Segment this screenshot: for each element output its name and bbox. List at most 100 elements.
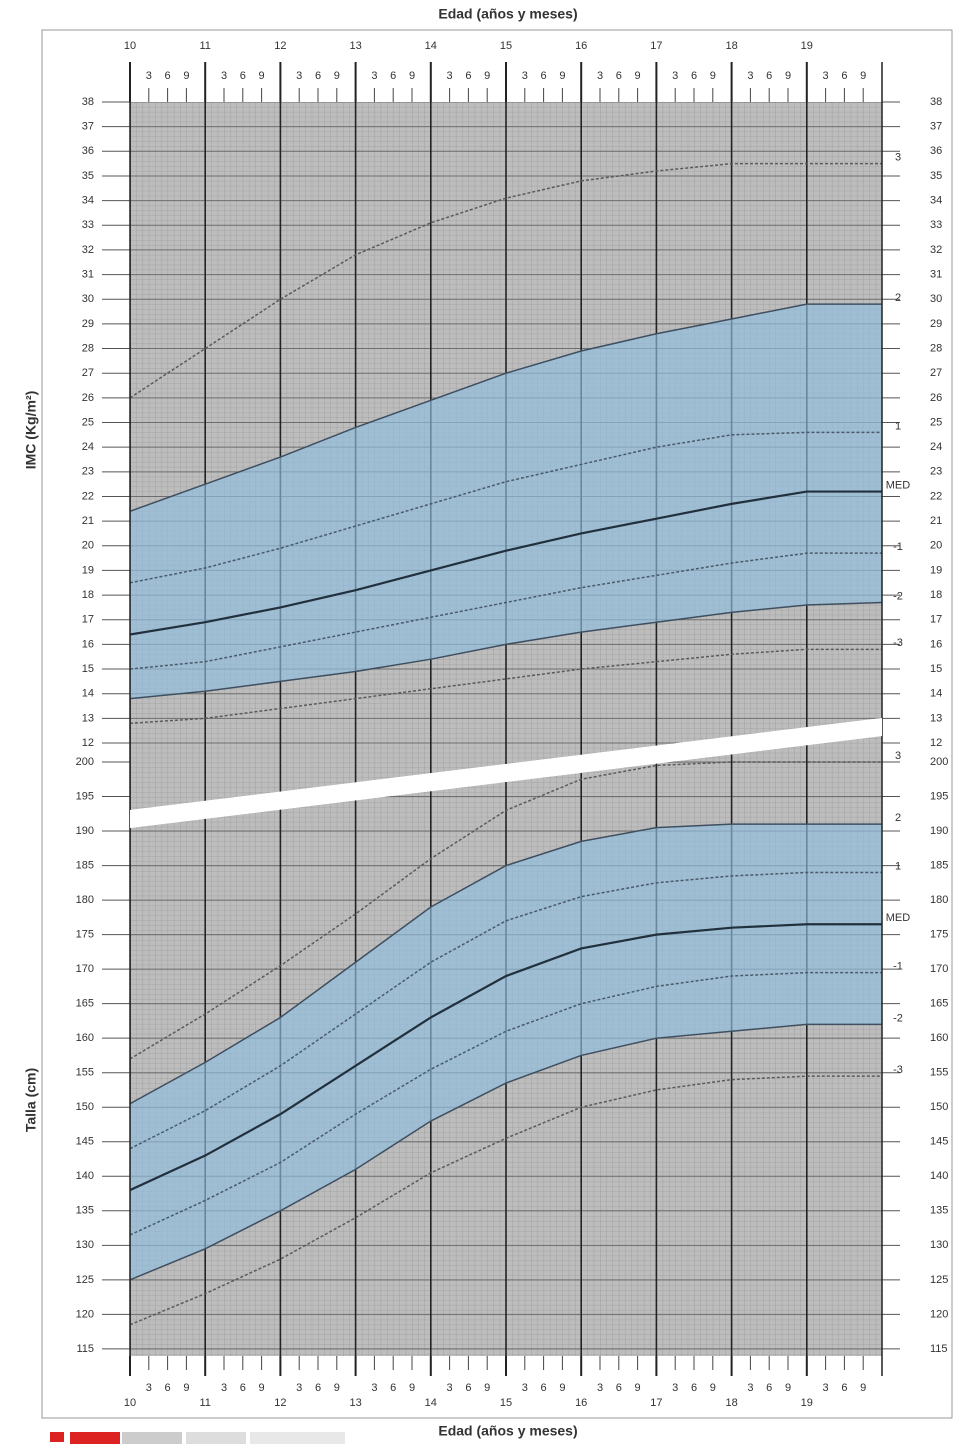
y-tick-label: 195 bbox=[930, 790, 948, 802]
y-tick-label: 33 bbox=[82, 219, 94, 231]
x-tick-label: 9 bbox=[635, 1382, 641, 1394]
y-tick-label: 17 bbox=[930, 614, 942, 626]
y-tick-label: 35 bbox=[82, 170, 94, 182]
x-tick-label: 6 bbox=[841, 1382, 847, 1394]
y-tick-label: 200 bbox=[76, 756, 94, 768]
y-tick-label: 175 bbox=[930, 929, 948, 941]
x-tick-label: 6 bbox=[616, 70, 622, 82]
curve-label: 2 bbox=[895, 292, 901, 304]
series-line bbox=[130, 552, 882, 670]
x-tick-label: 6 bbox=[691, 1382, 697, 1394]
y-tick-label: 32 bbox=[82, 244, 94, 256]
y-tick-label: 16 bbox=[82, 638, 94, 650]
curve-label: 2 bbox=[895, 812, 901, 824]
x-tick-label: 6 bbox=[240, 70, 246, 82]
series-line bbox=[130, 162, 882, 399]
x-tick-label: 9 bbox=[334, 1382, 340, 1394]
y-tick-label: 23 bbox=[930, 466, 942, 478]
y-tick-label: 155 bbox=[930, 1067, 948, 1079]
x-tick-label: 9 bbox=[484, 1382, 490, 1394]
x-axis-title: Edad (años y meses) bbox=[438, 6, 577, 22]
y-tick-label: 14 bbox=[82, 688, 94, 700]
x-tick-label: 3 bbox=[371, 1382, 377, 1394]
y-tick-label: 135 bbox=[930, 1205, 948, 1217]
series-line bbox=[130, 601, 882, 700]
curve-label: -2 bbox=[893, 1012, 903, 1024]
y-tick-label: 20 bbox=[82, 540, 94, 552]
y-tick-label: 165 bbox=[76, 998, 94, 1010]
x-tick-label: 6 bbox=[165, 1382, 171, 1394]
y-tick-label: 190 bbox=[76, 825, 94, 837]
y-tick-label: 200 bbox=[930, 756, 948, 768]
y-tick-label: 145 bbox=[76, 1136, 94, 1148]
y-tick-label: 22 bbox=[82, 490, 94, 502]
x-tick-label: 3 bbox=[522, 1382, 528, 1394]
panel-gap bbox=[130, 718, 882, 828]
y-tick-label: 35 bbox=[930, 170, 942, 182]
x-tick-label: 3 bbox=[747, 70, 753, 82]
x-tick-label: 6 bbox=[315, 70, 321, 82]
series-line bbox=[130, 431, 882, 584]
footer-logo bbox=[50, 1432, 345, 1444]
y-tick-label: 135 bbox=[76, 1205, 94, 1217]
x-tick-label: 3 bbox=[296, 1382, 302, 1394]
y-tick-label: 120 bbox=[76, 1308, 94, 1320]
y-tick-label: 30 bbox=[930, 293, 942, 305]
series-line bbox=[130, 303, 882, 512]
x-tick-label: 10 bbox=[124, 40, 136, 52]
x-tick-label: 9 bbox=[183, 70, 189, 82]
series-line bbox=[130, 761, 882, 1060]
x-tick-label: 9 bbox=[710, 70, 716, 82]
y-tick-label: 33 bbox=[930, 219, 942, 231]
y-tick-label: 29 bbox=[82, 318, 94, 330]
y-tick-label: 24 bbox=[82, 441, 94, 453]
curve-label: -3 bbox=[893, 1064, 903, 1076]
x-tick-label: 16 bbox=[575, 40, 587, 52]
x-tick-label: 13 bbox=[349, 40, 361, 52]
y-tick-label: 185 bbox=[76, 859, 94, 871]
y-tick-label: 180 bbox=[930, 894, 948, 906]
x-tick-label: 9 bbox=[484, 70, 490, 82]
x-tick-label: 3 bbox=[823, 70, 829, 82]
y-tick-label: 150 bbox=[930, 1101, 948, 1113]
y-tick-label: 145 bbox=[930, 1136, 948, 1148]
x-tick-label: 9 bbox=[860, 1382, 866, 1394]
x-tick-label: 10 bbox=[124, 1397, 136, 1409]
y-tick-label: 22 bbox=[930, 490, 942, 502]
x-tick-label: 6 bbox=[766, 1382, 772, 1394]
y-tick-label: 38 bbox=[82, 96, 94, 108]
frame bbox=[41, 29, 953, 1419]
curve-label: -1 bbox=[893, 960, 903, 972]
y-tick-label: 13 bbox=[82, 712, 94, 724]
imc-panel bbox=[130, 102, 882, 810]
y-tick-label: 16 bbox=[930, 638, 942, 650]
x-tick-label: 3 bbox=[522, 70, 528, 82]
x-tick-label: 12 bbox=[274, 1397, 286, 1409]
x-tick-label: 6 bbox=[616, 1382, 622, 1394]
x-tick-label: 3 bbox=[146, 70, 152, 82]
y-tick-label: 18 bbox=[82, 589, 94, 601]
curve-label: MED bbox=[886, 479, 911, 491]
x-tick-label: 17 bbox=[650, 1397, 662, 1409]
y-tick-label: 37 bbox=[82, 121, 94, 133]
curve-label: MED bbox=[886, 912, 911, 924]
x-tick-label: 9 bbox=[559, 1382, 565, 1394]
x-tick-label: 15 bbox=[500, 40, 512, 52]
y-tick-label: 140 bbox=[930, 1170, 948, 1182]
curve-label: 1 bbox=[895, 860, 901, 872]
y-tick-label: 140 bbox=[76, 1170, 94, 1182]
x-tick-label: 3 bbox=[672, 70, 678, 82]
x-tick-label: 9 bbox=[259, 1382, 265, 1394]
y-tick-label: 160 bbox=[930, 1032, 948, 1044]
x-tick-label: 6 bbox=[691, 70, 697, 82]
curve-label: -2 bbox=[893, 590, 903, 602]
y-tick-label: 190 bbox=[930, 825, 948, 837]
y-tick-label: 125 bbox=[76, 1274, 94, 1286]
x-tick-label: 16 bbox=[575, 1397, 587, 1409]
y-tick-label: 115 bbox=[76, 1343, 94, 1355]
x-tick-label: 13 bbox=[349, 1397, 361, 1409]
x-tick-label: 3 bbox=[296, 70, 302, 82]
series-line bbox=[130, 923, 882, 1192]
x-tick-label: 3 bbox=[447, 1382, 453, 1394]
y-tick-label: 28 bbox=[930, 342, 942, 354]
